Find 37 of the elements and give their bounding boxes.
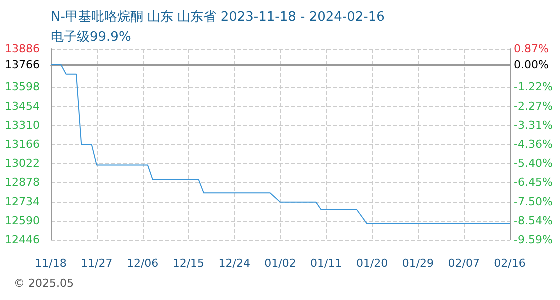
x-tick-label: 02/07	[448, 257, 480, 270]
y2-tick-label: -6.45%	[514, 176, 553, 190]
y-tick-label: 13454	[5, 100, 40, 113]
y-tick-label: 12878	[5, 176, 40, 190]
x-tick-label: 11/27	[81, 257, 113, 270]
y2-tick-label: -8.54%	[514, 214, 553, 228]
y2-tick-label: -4.36%	[514, 138, 553, 151]
line-series	[50, 64, 510, 224]
y2-tick-label: 0.00%	[514, 58, 549, 72]
y-tick-label: 12734	[5, 195, 40, 208]
y2-tick-label: -5.40%	[514, 156, 553, 170]
y-tick-label: 13310	[5, 118, 40, 132]
y2-tick-label: -3.31%	[514, 118, 553, 132]
y-tick-label: 13166	[5, 138, 40, 151]
y-tick-label: 13886	[5, 42, 40, 56]
y-tick-label: 12590	[5, 214, 40, 228]
x-tick-label: 12/15	[172, 257, 205, 270]
chart-subtitle: 电子级99.9%	[51, 30, 132, 45]
x-tick-label: 01/29	[402, 257, 434, 270]
y-tick-label: 13766	[5, 58, 40, 72]
y-tick-label: 12446	[5, 234, 40, 246]
x-tick-label: 11/18	[35, 257, 67, 270]
y-tick-label: 13022	[5, 157, 40, 170]
x-tick-label: 01/20	[356, 257, 388, 270]
x-tick-label: 12/06	[126, 257, 159, 270]
x-tick-label: 02/16	[494, 257, 526, 270]
x-tick-label: 12/24	[218, 257, 250, 270]
text: © 2025.05	[14, 277, 74, 290]
x-tick-label: 01/02	[264, 257, 296, 270]
y-tick-label: 13598	[5, 80, 40, 94]
chart-title: N-甲基吡咯烷酮 山东 山东省 2023-11-18 - 2024-02-16	[51, 10, 385, 25]
y2-tick-label: -9.59%	[514, 234, 553, 246]
y2-tick-label: -1.22%	[514, 80, 553, 94]
y2-tick-label: -7.50%	[514, 195, 553, 208]
y2-tick-label: -2.27%	[514, 100, 553, 113]
y2-tick-label: 0.87%	[514, 42, 549, 56]
x-tick-label: 01/11	[310, 257, 342, 270]
